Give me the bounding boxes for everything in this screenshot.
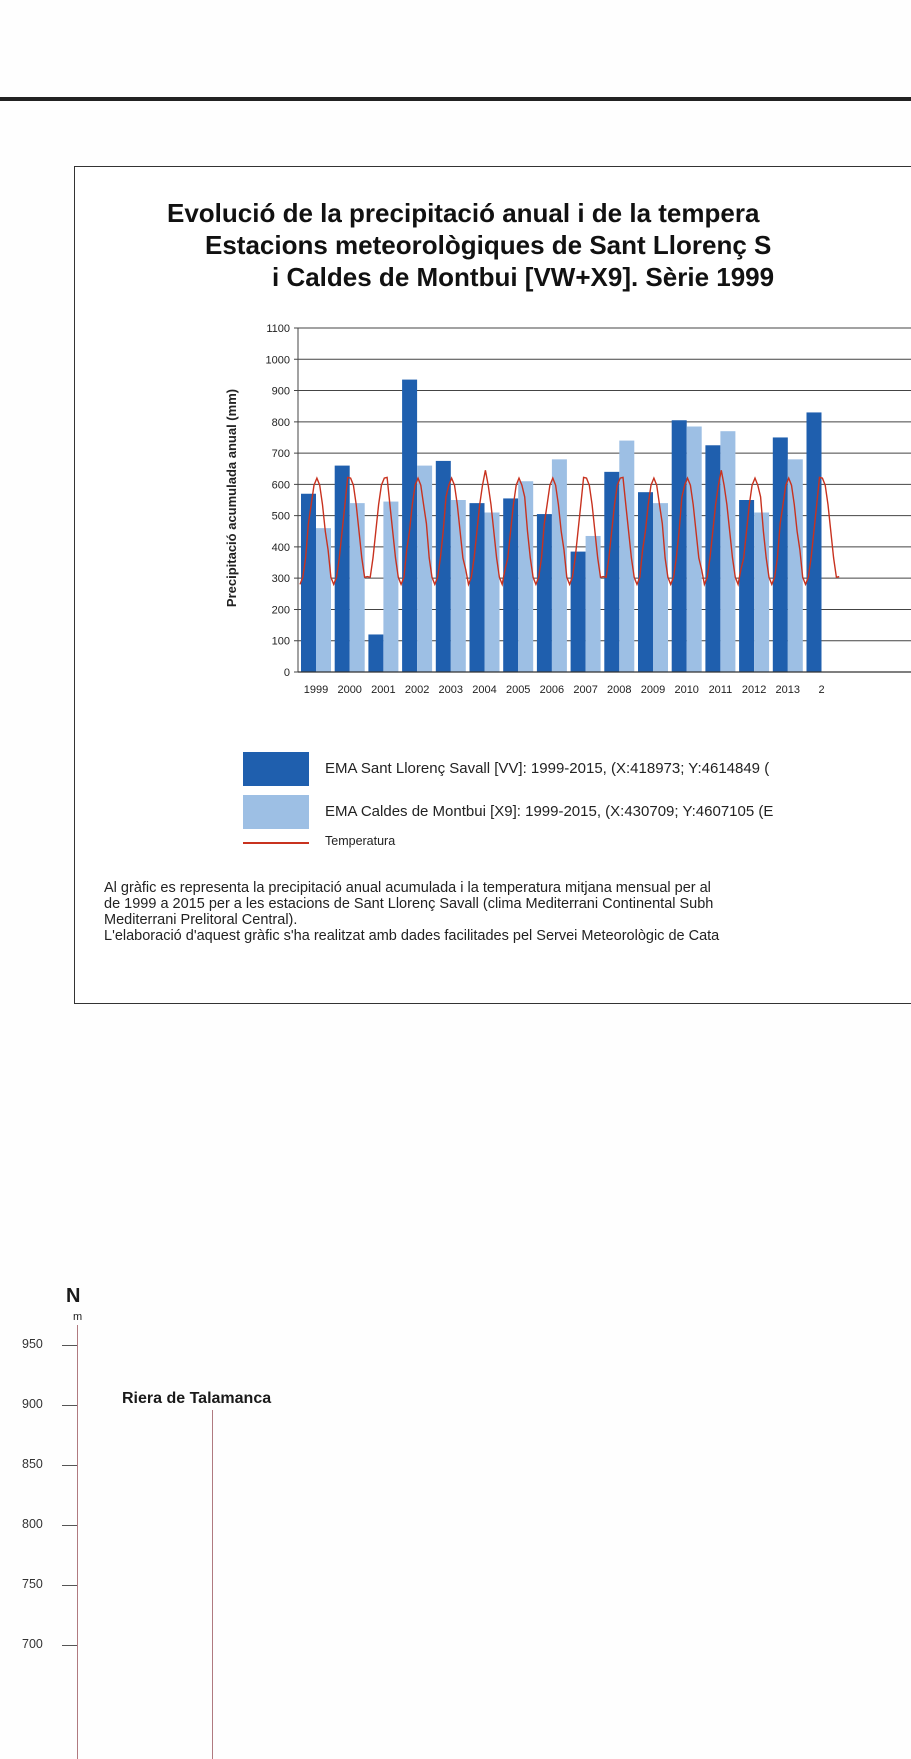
x-tick-label: 2012 bbox=[742, 684, 766, 696]
x-tick-label: 2009 bbox=[641, 684, 665, 696]
elevation-tick bbox=[62, 1585, 77, 1586]
y-tick-label: 800 bbox=[272, 417, 290, 429]
elevation-label: 800 bbox=[22, 1517, 43, 1531]
x-tick-label: 2007 bbox=[573, 684, 597, 696]
x-tick-label: 2013 bbox=[776, 684, 800, 696]
elevation-label: 900 bbox=[22, 1397, 43, 1411]
bar-caldes bbox=[450, 500, 466, 672]
elevation-tick bbox=[62, 1345, 77, 1346]
bar-sant-llorenc bbox=[536, 514, 552, 672]
bar-sant-llorenc bbox=[435, 460, 451, 672]
x-tick-label: 2004 bbox=[472, 684, 496, 696]
x-tick-label: 2005 bbox=[506, 684, 530, 696]
bar-caldes bbox=[754, 512, 770, 672]
bar-caldes bbox=[720, 431, 736, 672]
elevation-label: 700 bbox=[22, 1637, 43, 1651]
bar-caldes bbox=[686, 426, 702, 672]
y-tick-label: 700 bbox=[272, 448, 290, 460]
legend-label-caldes: EMA Caldes de Montbui [X9]: 1999-2015, (… bbox=[325, 803, 774, 820]
bar-caldes bbox=[316, 528, 331, 672]
y-tick-label: 400 bbox=[272, 542, 290, 554]
bar-caldes bbox=[383, 501, 399, 672]
bar-sant-llorenc bbox=[604, 471, 620, 672]
bar-caldes bbox=[518, 481, 534, 672]
elevation-tick bbox=[62, 1645, 77, 1646]
legend-label-temperature: Temperatura bbox=[325, 834, 396, 848]
profile-unit: m bbox=[73, 1311, 83, 1323]
bar-caldes bbox=[349, 503, 365, 672]
bar-sant-llorenc bbox=[469, 503, 485, 672]
description-line-1: Al gràfic es representa la precipitació … bbox=[104, 880, 711, 896]
bar-sant-llorenc bbox=[638, 492, 653, 672]
chart-title-line-2: Estacions meteorològiques de Sant Lloren… bbox=[205, 230, 772, 260]
y-axis-label: Precipitació acumulada anual (mm) bbox=[224, 389, 239, 607]
y-tick-label: 1000 bbox=[266, 354, 290, 366]
y-tick-label: 0 bbox=[284, 667, 290, 679]
bar-caldes bbox=[619, 440, 635, 672]
x-tick-label: 2008 bbox=[607, 684, 631, 696]
elevation-label: 850 bbox=[22, 1457, 43, 1471]
bar-caldes bbox=[417, 465, 433, 672]
river-marker-line bbox=[212, 1410, 213, 1759]
bar-sant-llorenc bbox=[671, 420, 687, 672]
x-tick-label: 2003 bbox=[439, 684, 463, 696]
bar-sant-llorenc bbox=[368, 634, 384, 672]
y-tick-label: 200 bbox=[272, 604, 290, 616]
x-tick-label: 2011 bbox=[709, 684, 733, 696]
precipitation-chart: 0 100 200 300 400 500 600 700 800 900 1000 1100 Prec… bbox=[224, 323, 911, 696]
river-label: Riera de Talamanca bbox=[122, 1390, 272, 1407]
x-tick-label: 1999 bbox=[304, 684, 328, 696]
chart-title-line-1: Evolució de la precipitació anual i de l… bbox=[167, 198, 760, 228]
description-line-3: Mediterrani Prelitoral Central). bbox=[104, 912, 298, 928]
x-tick-label: 2 bbox=[818, 684, 824, 696]
y-tick-label: 300 bbox=[272, 573, 290, 585]
bar-sant-llorenc bbox=[570, 551, 586, 672]
elevation-tick bbox=[62, 1525, 77, 1526]
bar-sant-llorenc bbox=[806, 412, 822, 672]
north-label: N bbox=[66, 1285, 81, 1307]
bar-sant-llorenc bbox=[739, 500, 755, 672]
legend-line-temperature bbox=[243, 842, 309, 844]
elevation-label: 750 bbox=[22, 1577, 43, 1591]
legend-label-sant-llorenc: EMA Sant Llorenç Savall [VV]: 1999-2015,… bbox=[325, 760, 770, 777]
bar-sant-llorenc bbox=[334, 465, 350, 672]
description-line-4: L'elaboració d'aquest gràfic s'ha realit… bbox=[104, 928, 720, 944]
bar-caldes bbox=[484, 512, 500, 672]
y-tick-label: 500 bbox=[272, 511, 290, 523]
y-tick-label: 900 bbox=[272, 386, 290, 398]
bar-caldes bbox=[787, 459, 803, 672]
profile-axis bbox=[77, 1325, 78, 1759]
y-tick-label: 1100 bbox=[266, 323, 290, 335]
bar-sant-llorenc bbox=[301, 493, 316, 672]
bar-sant-llorenc bbox=[705, 445, 721, 672]
temperature-line bbox=[299, 470, 840, 587]
elevation-tick bbox=[62, 1465, 77, 1466]
bar-caldes bbox=[585, 535, 601, 672]
x-tick-label: 2010 bbox=[674, 684, 698, 696]
x-tick-label: 2006 bbox=[540, 684, 564, 696]
legend-swatch-caldes bbox=[243, 795, 309, 829]
description-line-2: de 1999 a 2015 per a les estacions de Sa… bbox=[104, 896, 714, 912]
bar-caldes bbox=[551, 459, 567, 672]
elevation-tick bbox=[62, 1405, 77, 1406]
x-tick-label: 2001 bbox=[371, 684, 395, 696]
top-rule bbox=[0, 97, 911, 101]
bar-sant-llorenc bbox=[503, 498, 519, 672]
legend-swatch-sant-llorenc bbox=[243, 752, 309, 786]
chart-title-line-3: i Caldes de Montbui [VW+X9]. Sèrie 1999 bbox=[272, 262, 775, 292]
bar-caldes bbox=[653, 503, 668, 672]
elevation-label: 950 bbox=[22, 1337, 43, 1351]
y-tick-label: 100 bbox=[272, 636, 290, 648]
x-tick-label: 2002 bbox=[405, 684, 429, 696]
bar-sant-llorenc bbox=[772, 437, 788, 672]
x-tick-label: 2000 bbox=[337, 684, 361, 696]
y-tick-label: 600 bbox=[272, 479, 290, 491]
